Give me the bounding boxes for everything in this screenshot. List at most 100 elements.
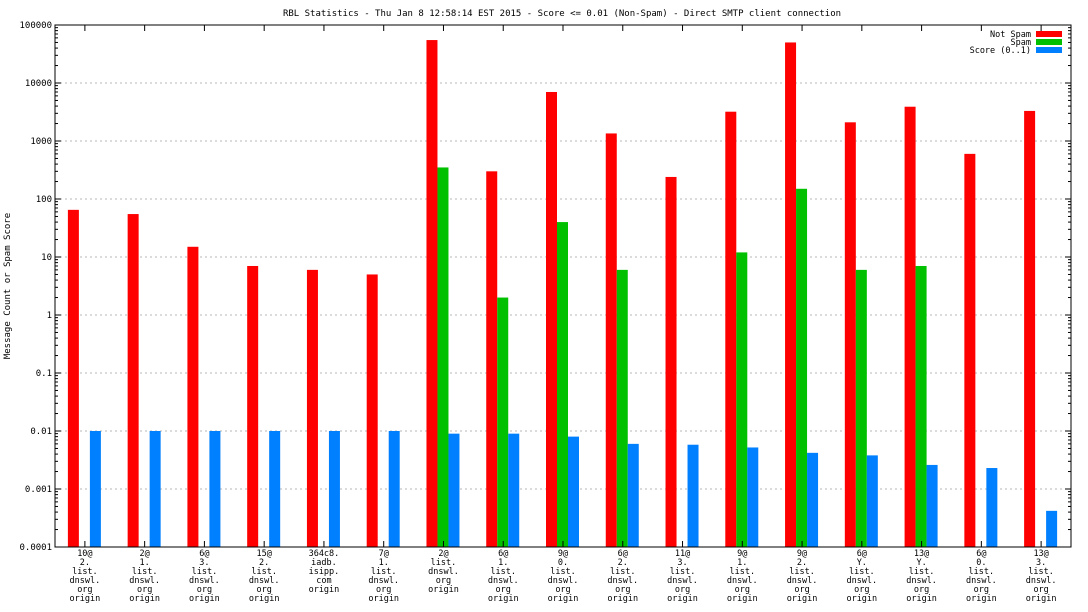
bar-score-0-1 [149,431,161,547]
bar-score-0-1 [89,431,101,547]
x-tick-label-line: org [675,585,690,595]
x-tick-label-line: 13@ [914,549,929,559]
x-tick-label-line: com [316,576,331,586]
x-tick-label-line: list. [849,567,875,577]
x-tick-label-line: org [615,585,630,595]
x-tick-label-line: 3. [677,558,687,568]
bar-spam [497,297,509,547]
x-tick-label-line: origin [607,594,638,604]
bar-score-0-1 [807,452,819,547]
y-tick-label: 100000 [19,21,52,31]
bar-spam [437,167,449,548]
x-tick-label-line: dnswl. [906,576,937,586]
x-tick-label-line: origin [906,594,937,604]
x-tick-label-line: 6@ [618,549,628,559]
y-tick-label: 0.1 [36,369,52,379]
x-tick-label-line: origin [1026,594,1057,604]
x-tick-label-line: 0. [976,558,986,568]
x-tick-label-line: origin [129,594,160,604]
bar-score-0-1 [388,431,400,547]
bar-score-0-1 [926,464,938,547]
x-tick-label-line: 364c8. [309,549,340,559]
legend-label: Not Spam [990,30,1031,40]
bar-not-spam [785,42,797,547]
x-tick-label-line: origin [488,594,519,604]
x-tick-label-line: 1. [140,558,150,568]
x-tick-label-line: Y. [857,558,867,568]
bar-score-0-1 [568,436,579,547]
y-axis-label: Message Count or Spam Score [3,213,13,359]
x-tick-label-line: dnswl. [607,576,638,586]
x-tick-label-line: origin [368,594,399,604]
bar-not-spam [247,265,259,547]
x-tick-label-line: origin [70,594,101,604]
x-tick-label-line: 6@ [199,549,209,559]
x-tick-label-line: 2@ [140,549,150,559]
x-tick-label-line: origin [966,594,997,604]
x-tick-label-line: list. [789,567,815,577]
x-tick-label-line: org [555,585,570,595]
x-tick-label-line: 2. [618,558,628,568]
legend-swatch [1036,47,1062,53]
x-tick-label-line: 2. [259,558,269,568]
bar-not-spam [904,106,916,547]
x-tick-label-line: dnswl. [667,576,698,586]
x-tick-label-line: dnswl. [966,576,997,586]
x-tick-label-line: 13@ [1033,549,1048,559]
x-tick-label-line: list. [610,567,636,577]
x-tick-label-line: org [914,585,929,595]
x-tick-label-line: origin [548,594,579,604]
y-tick-label: 10 [41,253,52,263]
bar-score-0-1 [508,433,520,547]
x-tick-label-line: org [197,585,212,595]
bar-not-spam [67,209,79,548]
y-tick-label: 10000 [25,79,52,89]
x-tick-label-line: 3. [199,558,209,568]
x-tick-label-line: list. [192,567,218,577]
bar-not-spam [665,176,677,547]
x-tick-label-line: 3. [1036,558,1046,568]
x-tick-label-line: 1. [379,558,389,568]
x-tick-label-line: list. [909,567,935,577]
x-tick-label-line: 2@ [438,549,448,559]
x-tick-label-line: dnswl. [787,576,818,586]
x-tick-label-line: org [436,576,451,586]
bar-not-spam [725,111,737,548]
x-tick-label-line: 6@ [857,549,867,559]
x-tick-label-line: iadb. [311,558,337,568]
x-tick-label-line: list. [1028,567,1054,577]
legend-swatch [1036,31,1062,37]
bars [67,40,1058,548]
bar-spam [915,265,927,547]
x-tick-label-line: list. [431,558,457,568]
x-tick-label-line: origin [667,594,698,604]
bar-not-spam [546,91,557,547]
x-tick-label-line: origin [249,594,280,604]
y-tick-label: 0.01 [30,427,52,437]
y-ticks: 0.0001 0.001 0.01 0.1 1 10 100 1000 10000 100000 [19,21,1071,553]
x-tick-label-line: list. [72,567,98,577]
chart-title: RBL Statistics - Thu Jan 8 12:58:14 EST … [283,9,841,19]
bar-spam [855,269,867,547]
legend-label: Spam [1011,38,1031,48]
x-tick-label-line: list. [550,567,576,577]
x-tick-label-line: list. [251,567,277,577]
x-tick-label-line: org [496,585,511,595]
x-tick-label-line: dnswl. [846,576,877,586]
x-tick-label-line: dnswl. [249,576,280,586]
bar-score-0-1 [328,431,340,547]
bar-score-0-1 [986,468,998,547]
bar-score-0-1 [1046,510,1058,547]
x-tick-label-line: dnswl. [1026,576,1057,586]
bar-score-0-1 [448,433,460,547]
y-tick-label: 1000 [30,137,52,147]
x-tick-label-line: 0. [558,558,568,568]
x-tick-label-line: list. [670,567,696,577]
bar-spam [616,269,628,547]
x-tick-label-line: list. [490,567,516,577]
bar-not-spam [844,122,856,547]
x-tick-label-line: 9@ [558,549,568,559]
x-tick-label-line: org [1033,585,1048,595]
x-tick-label-line: dnswl. [189,576,220,586]
